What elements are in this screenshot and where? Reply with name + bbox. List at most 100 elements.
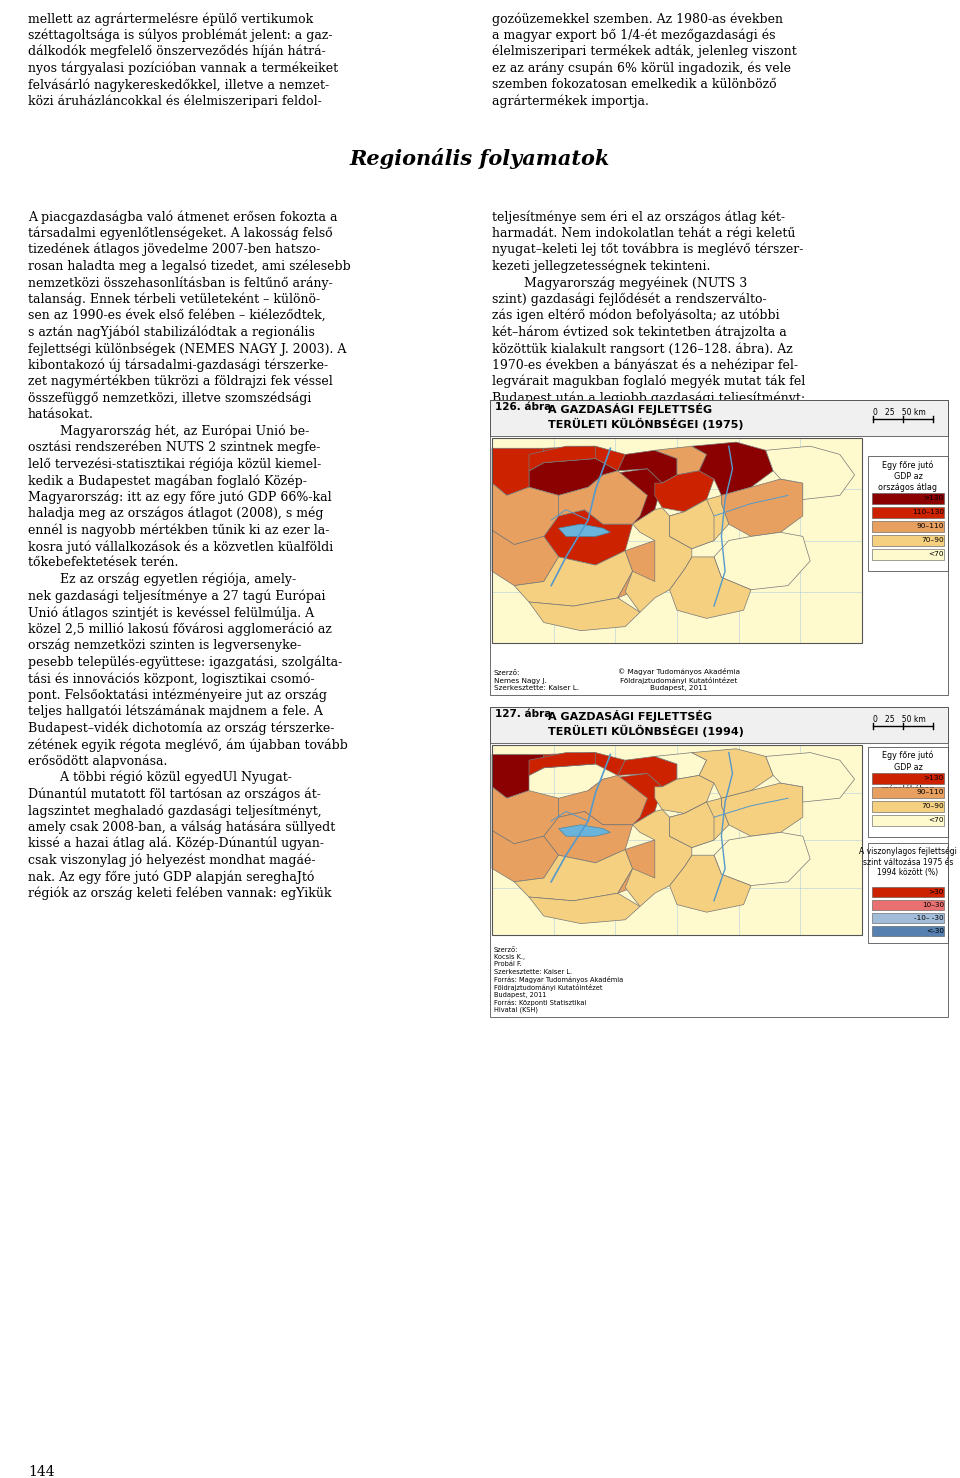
Text: Unió átlagos szintjét is kevéssel felülmúlja. A: Unió átlagos szintjét is kevéssel felülm…	[28, 606, 314, 619]
Polygon shape	[614, 791, 633, 806]
Polygon shape	[492, 448, 543, 495]
Bar	[872, 535, 944, 545]
Bar	[872, 927, 944, 936]
Polygon shape	[670, 798, 729, 847]
Polygon shape	[543, 811, 633, 863]
Polygon shape	[618, 541, 670, 599]
Text: tási és innovációs központ, logisztikai csomó-: tási és innovációs központ, logisztikai …	[28, 672, 315, 686]
Bar	[872, 786, 944, 798]
Polygon shape	[559, 525, 611, 537]
Text: Szerző:
Nemes Nagy J.
Szerkesztette: Kaiser L.: Szerző: Nemes Nagy J. Szerkesztette: Kai…	[494, 670, 579, 692]
Text: >130: >130	[924, 776, 944, 782]
Bar	[872, 913, 944, 922]
Text: tizedének átlagos jövedelme 2007-ben hatszo-: tizedének átlagos jövedelme 2007-ben hat…	[28, 242, 321, 257]
Polygon shape	[529, 599, 640, 631]
Polygon shape	[492, 754, 543, 798]
Text: hatásokat.: hatásokat.	[28, 408, 94, 421]
Polygon shape	[543, 510, 633, 565]
Polygon shape	[529, 446, 595, 471]
Bar	[492, 745, 862, 936]
Polygon shape	[585, 773, 662, 825]
Text: Egy főre jutó
GDP az
országos átlag
százalékában: Egy főre jutó GDP az országos átlag száz…	[878, 751, 938, 794]
Polygon shape	[655, 446, 707, 474]
Polygon shape	[655, 471, 714, 511]
Text: osztási rendszerében NUTS 2 szintnek megfe-: osztási rendszerében NUTS 2 szintnek meg…	[28, 440, 321, 455]
Bar	[490, 706, 948, 743]
Polygon shape	[721, 479, 803, 537]
Polygon shape	[670, 803, 714, 847]
Text: © Magyar Tudományos Akadémia
Földrajztudományi Kutatóintézet
Budapest, 2011: © Magyar Tudományos Akadémia Földrajztud…	[618, 668, 740, 692]
Text: lagszintet meghaladó gazdasági teljesítményt,: lagszintet meghaladó gazdasági teljesítm…	[28, 804, 322, 817]
Text: 1970-es években a bányászat és a nehézipar fel-: 1970-es években a bányászat és a nehézip…	[492, 359, 798, 372]
Text: 0   25   50 km: 0 25 50 km	[873, 408, 925, 417]
Polygon shape	[492, 831, 559, 882]
Polygon shape	[670, 500, 714, 548]
Bar	[492, 437, 862, 643]
Text: haladja meg az országos átlagot (2008), s még: haladja meg az országos átlagot (2008), …	[28, 507, 324, 520]
Text: nak. Az egy főre jutó GDP alapján sereghaJtó: nak. Az egy főre jutó GDP alapján seregh…	[28, 871, 314, 884]
Bar	[872, 522, 944, 532]
Polygon shape	[655, 776, 714, 813]
Polygon shape	[714, 832, 810, 885]
Text: 90–110: 90–110	[917, 789, 944, 795]
Polygon shape	[721, 783, 803, 837]
Bar	[868, 842, 948, 943]
Text: nek gazdasági teljesítménye a 27 tagú Európai: nek gazdasági teljesítménye a 27 tagú Eu…	[28, 590, 325, 603]
Polygon shape	[559, 825, 611, 837]
Text: Magyarország hét, az Európai Unió be-: Magyarország hét, az Európai Unió be-	[28, 424, 309, 437]
Text: pesebb település-együttese: igazgatási, szolgálta-: pesebb település-együttese: igazgatási, …	[28, 656, 343, 670]
Text: sen az 1990-es évek első felében – kiéleződtek,: sen az 1990-es évek első felében – kiéle…	[28, 309, 325, 322]
Polygon shape	[625, 508, 692, 612]
Text: teljes hallgatói létszámának majdnem a fele. A: teljes hallgatói létszámának majdnem a f…	[28, 705, 323, 718]
Polygon shape	[492, 483, 559, 544]
Text: A GAZDASÁGI FEJLETTSÉG: A GAZDASÁGI FEJLETTSÉG	[548, 709, 712, 721]
Text: kibontakozó új társadalmi-gazdasági térszerke-: kibontakozó új társadalmi-gazdasági térs…	[28, 359, 328, 372]
Text: 70–90: 70–90	[922, 538, 944, 544]
Text: a magyar export bő 1/4-ét mezőgazdasági és: a magyar export bő 1/4-ét mezőgazdasági …	[492, 28, 776, 41]
Bar	[872, 814, 944, 826]
Polygon shape	[670, 856, 751, 912]
Text: TERÜLETI KÜLÖNBSÉGEI (1994): TERÜLETI KÜLÖNBSÉGEI (1994)	[548, 726, 744, 738]
Bar	[492, 437, 862, 643]
Polygon shape	[529, 752, 595, 776]
Polygon shape	[559, 471, 647, 525]
Text: >130: >130	[924, 495, 944, 501]
Text: zétének egyik régota meglévő, ám újabban tovább: zétének egyik régota meglévő, ám újabban…	[28, 738, 348, 751]
Text: kedik a Budapestet magában foglaló Közép-: kedik a Budapestet magában foglaló Közép…	[28, 474, 307, 488]
Bar	[492, 745, 862, 936]
Text: gozóüzemekkel szemben. Az 1980-as években: gozóüzemekkel szemben. Az 1980-as évekbe…	[492, 12, 783, 25]
Text: erősödött alapvonása.: erősödött alapvonása.	[28, 754, 167, 769]
Text: agrártermékek importja.: agrártermékek importja.	[492, 95, 649, 108]
Polygon shape	[714, 532, 810, 590]
Text: felvásárló nagykereskedőkkel, illetve a nemzet-: felvásárló nagykereskedőkkel, illetve a …	[28, 78, 329, 92]
Bar	[490, 401, 948, 436]
Text: 0   25   50 km: 0 25 50 km	[873, 715, 925, 724]
Text: A piacgazdaságba való átmenet erősen fokozta a: A piacgazdaságba való átmenet erősen fok…	[28, 210, 338, 223]
Text: kezeti jellegzetességnek tekinteni.: kezeti jellegzetességnek tekinteni.	[492, 260, 710, 273]
Text: A többi régió közül egyedUl Nyugat-: A többi régió közül egyedUl Nyugat-	[28, 772, 292, 785]
Polygon shape	[670, 495, 729, 548]
Polygon shape	[625, 810, 692, 906]
Bar	[872, 548, 944, 560]
Text: <70: <70	[928, 551, 944, 557]
Polygon shape	[559, 776, 647, 825]
Text: 10–30: 10–30	[922, 902, 944, 907]
Bar	[872, 773, 944, 783]
Bar	[872, 801, 944, 811]
Text: 127. ábra: 127. ábra	[495, 709, 551, 718]
Text: Magyarország: itt az egy főre jutó GDP 66%-kal: Magyarország: itt az egy főre jutó GDP 6…	[28, 491, 331, 504]
Text: Ez az ország egyetlen régiója, amely-: Ez az ország egyetlen régiója, amely-	[28, 573, 296, 587]
Text: lelő tervezési-statisztikai régiója közül kiemel-: lelő tervezési-statisztikai régiója közü…	[28, 458, 322, 471]
Text: 90–110: 90–110	[917, 523, 944, 529]
Text: Szerző:
Kocsis K.,
Probál F.
Szerkesztette: Kaiser L.
Forrás: Magyar Tudományos : Szerző: Kocsis K., Probál F. Szerkesztet…	[494, 947, 623, 1012]
Text: Regionális folyamatok: Regionális folyamatok	[349, 148, 611, 168]
Polygon shape	[766, 446, 854, 500]
Text: Dúnantúl mutatott föl tartósan az országos át-: Dúnantúl mutatott föl tartósan az ország…	[28, 788, 321, 801]
Text: kissé a hazai átlag alá. Közép-Dúnantúl ugyan-: kissé a hazai átlag alá. Közép-Dúnantúl …	[28, 837, 324, 850]
Text: szint) gazdasági fejlődését a rendszerválto-: szint) gazdasági fejlődését a rendszervá…	[492, 293, 767, 306]
Text: ez az arány csupán 6% körül ingadozik, és vele: ez az arány csupán 6% körül ingadozik, é…	[492, 62, 791, 75]
Polygon shape	[670, 557, 751, 618]
Text: zet nagymértékben tükrözi a földrajzi fek véssel: zet nagymértékben tükrözi a földrajzi fe…	[28, 375, 333, 389]
Polygon shape	[529, 893, 640, 924]
Text: ennél is nagyobb mértékben tűnik ki az ezer la-: ennél is nagyobb mértékben tűnik ki az e…	[28, 523, 329, 537]
